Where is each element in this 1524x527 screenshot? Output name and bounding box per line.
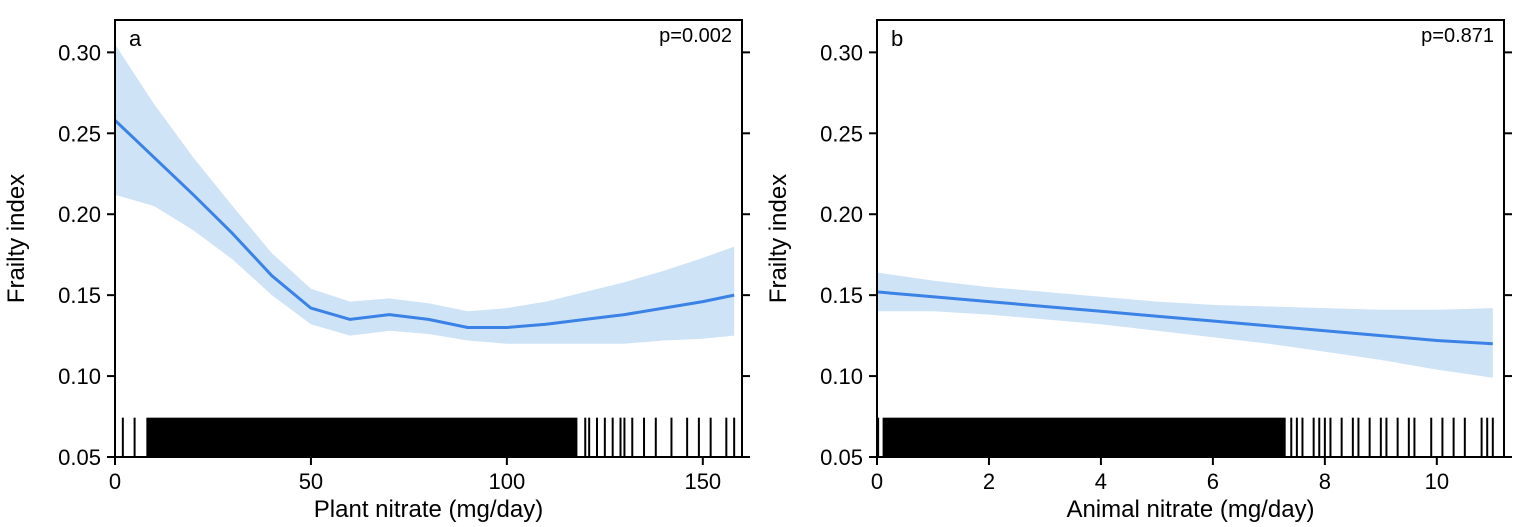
- x-tick-label: 0: [871, 469, 883, 494]
- x-tick-label: 6: [1207, 469, 1219, 494]
- x-axis-label: Animal nitrate (mg/day): [1066, 496, 1314, 523]
- y-tick-label: 0.05: [58, 445, 101, 470]
- plot-frame: [877, 20, 1504, 457]
- y-tick-label: 0.15: [820, 283, 863, 308]
- rug-dense: [883, 418, 1286, 457]
- figure: 0501001500.050.100.150.200.250.30Plant n…: [0, 0, 1524, 527]
- panel-a: 0 50 100 150 0.05 0.10 0.15 0.20 0.25 0.30 Plant n…: [0, 0, 762, 527]
- x-tick-label: 50: [299, 469, 323, 494]
- y-axis-label: Frailty index: [765, 174, 792, 303]
- confidence-ribbon: [115, 44, 734, 343]
- y-tick-label: 0.10: [820, 364, 863, 389]
- y-tick-label: 0.30: [58, 40, 101, 65]
- x-tick-label: 10: [1425, 469, 1449, 494]
- x-tick-label: 4: [1095, 469, 1107, 494]
- panel-label: a: [129, 26, 142, 51]
- x-tick-label: 0: [109, 469, 121, 494]
- confidence-ribbon: [877, 273, 1493, 378]
- rug-dense: [146, 418, 577, 457]
- chart-svg: 0 2 4 6 8 10 0.05 0.10 0.15 0.20 0.25 0.30 Animal ni…: [762, 0, 1524, 527]
- y-axis-label: Frailty index: [3, 174, 30, 303]
- panel-label: b: [891, 26, 903, 51]
- x-tick-label: 150: [684, 469, 721, 494]
- chart-svg: 0 50 100 150 0.05 0.10 0.15 0.20 0.25 0.30 Plant n…: [0, 0, 762, 527]
- y-tick-label: 0.15: [58, 283, 101, 308]
- p-value-label: p=0.002: [659, 25, 732, 47]
- p-value-label: p=0.871: [1421, 25, 1494, 47]
- y-tick-label: 0.25: [58, 121, 101, 146]
- panel-b: 0 2 4 6 8 10 0.05 0.10 0.15 0.20 0.25 0.30 Animal ni…: [762, 0, 1524, 527]
- y-tick-label: 0.30: [820, 40, 863, 65]
- y-tick-label: 0.20: [820, 202, 863, 227]
- y-tick-label: 0.25: [820, 121, 863, 146]
- x-tick-label: 8: [1319, 469, 1331, 494]
- y-tick-label: 0.10: [58, 364, 101, 389]
- y-tick-label: 0.20: [58, 202, 101, 227]
- y-tick-label: 0.05: [820, 445, 863, 470]
- x-axis-label: Plant nitrate (mg/day): [314, 496, 543, 523]
- x-tick-label: 2: [983, 469, 995, 494]
- x-tick-label: 100: [489, 469, 526, 494]
